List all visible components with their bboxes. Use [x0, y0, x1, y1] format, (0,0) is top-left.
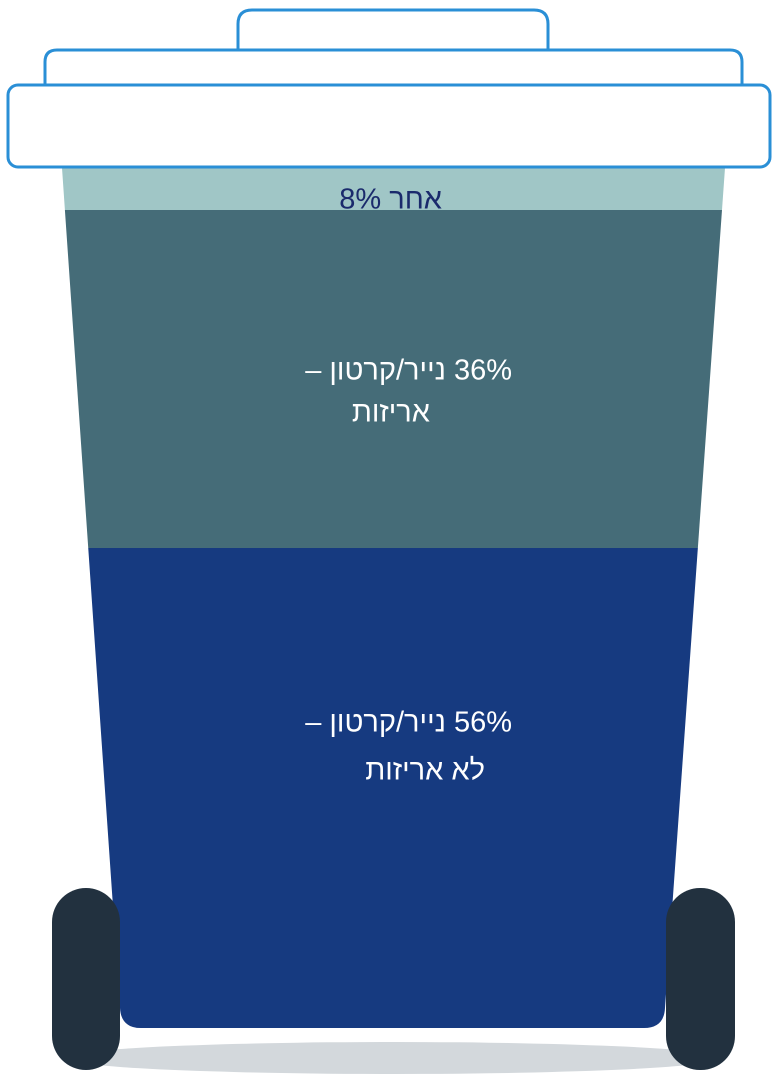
segment-label: אחר 8%	[339, 184, 442, 216]
wheel-left	[52, 888, 120, 1070]
wheel-right	[666, 888, 735, 1070]
segment-packaging	[62, 210, 725, 548]
segment-label: אריזות	[352, 397, 430, 429]
bin-body	[62, 168, 725, 1028]
segment-label: 56% נייר/קרטון –	[305, 707, 512, 739]
lid	[6, 83, 772, 169]
segment-label: 36% נייר/קרטון –	[305, 355, 512, 387]
segment-label: לא אריזות	[365, 755, 485, 787]
shadow	[63, 1042, 723, 1074]
lid-top	[43, 48, 744, 85]
lid-handle	[236, 8, 550, 50]
segment-other	[62, 168, 725, 210]
segment-non-packaging	[62, 548, 725, 1028]
